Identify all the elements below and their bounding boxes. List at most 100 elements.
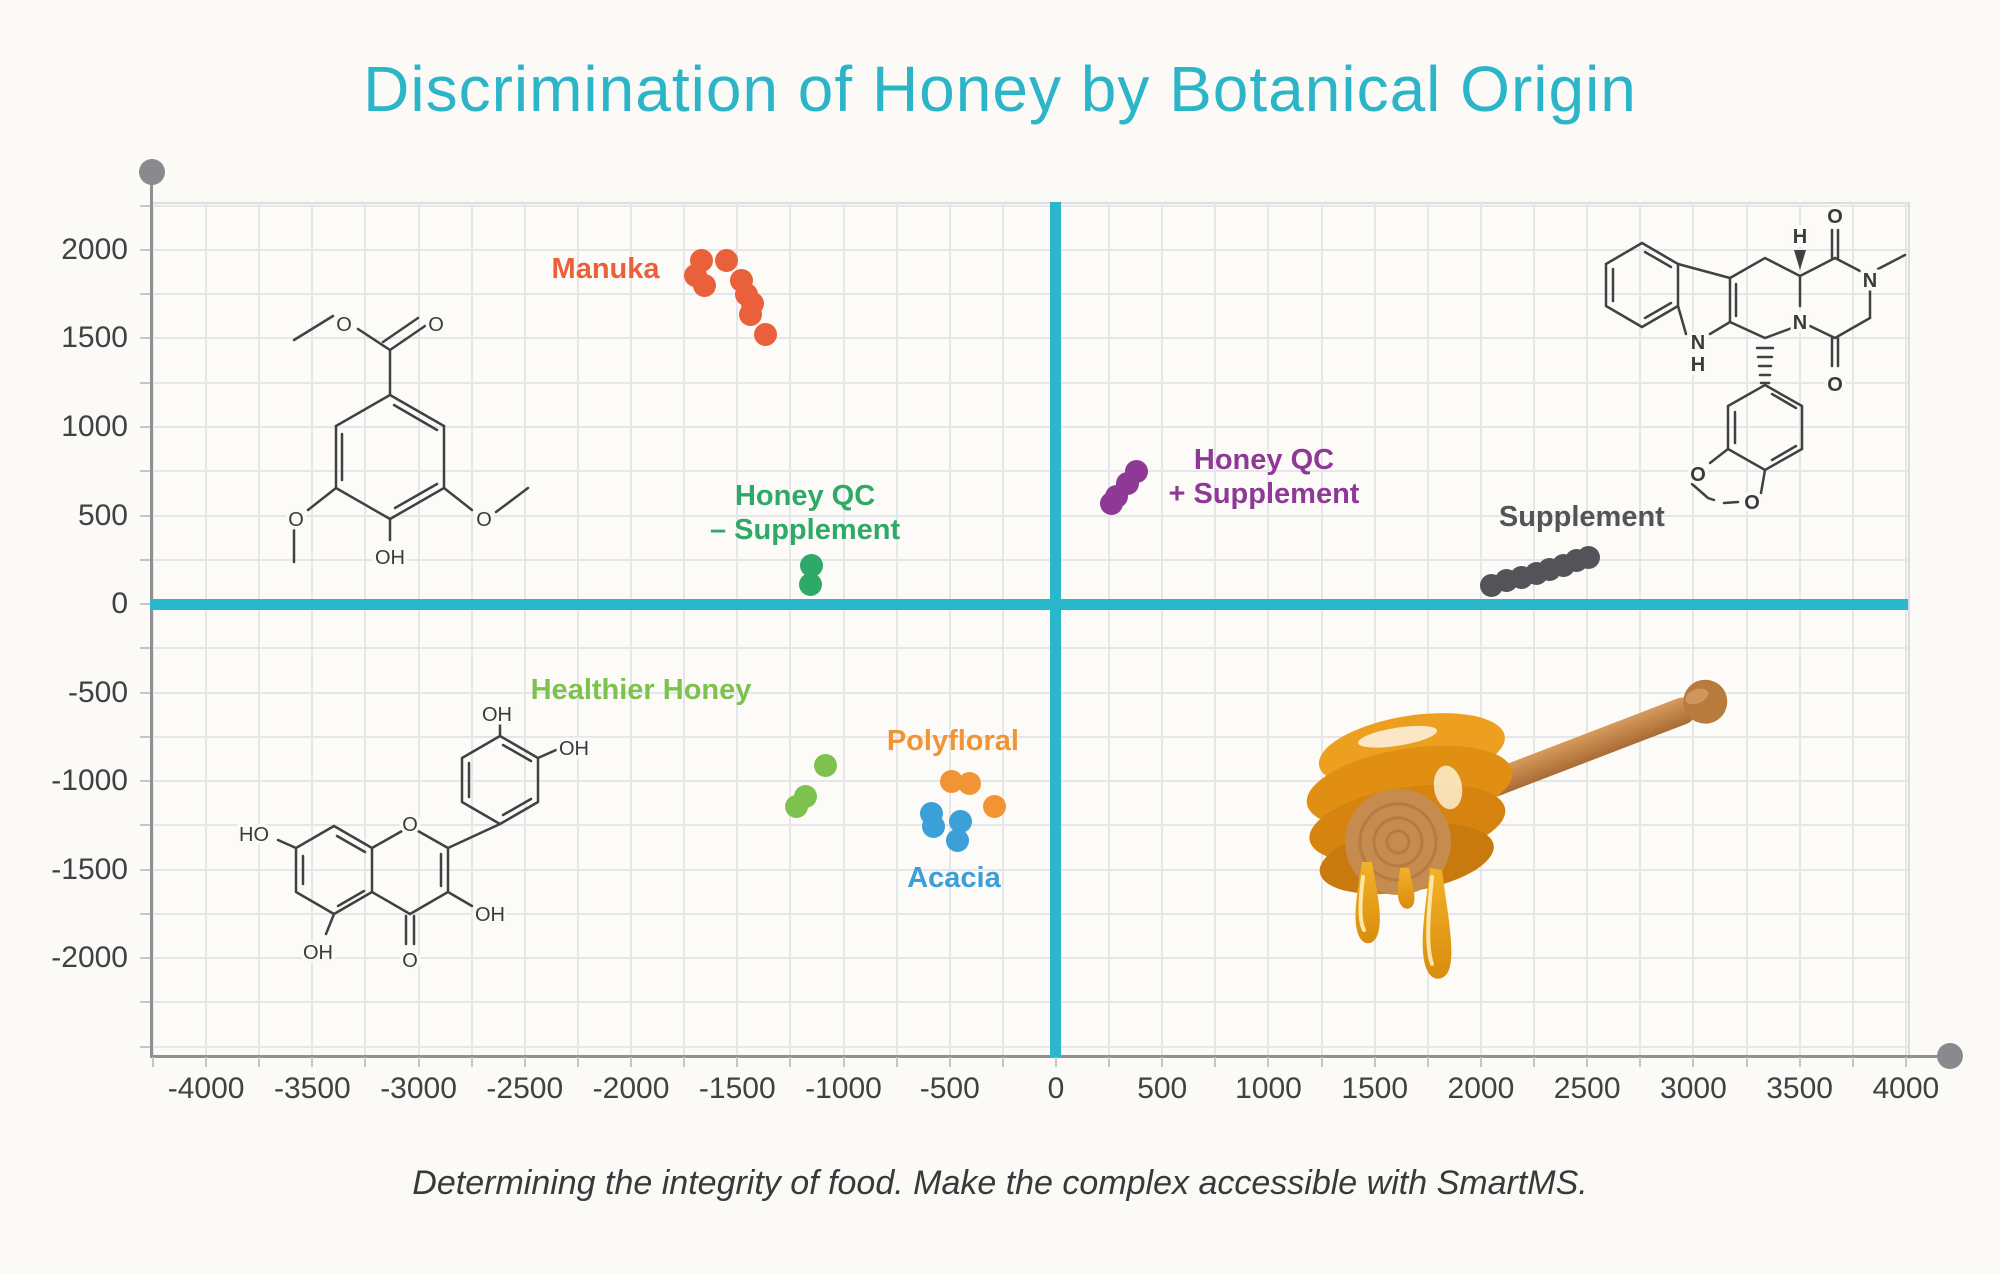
- x-tick-label: 1000: [1235, 1072, 1302, 1105]
- data-point-honey-qc-supplement: [1099, 492, 1123, 516]
- y-tick-label: -2000: [51, 941, 128, 975]
- gridline-vertical: [1586, 202, 1589, 1057]
- y-tick-label: -1000: [51, 764, 128, 798]
- x-tick-mark: [789, 1057, 792, 1067]
- gridline-vertical: [1798, 202, 1801, 1057]
- atom-label: N: [1793, 312, 1807, 334]
- atom-label: O: [1744, 492, 1760, 514]
- gridline-vertical: [1639, 202, 1642, 1057]
- data-point-manuka: [754, 323, 778, 347]
- y-tick-mark: [140, 337, 150, 340]
- x-tick-mark: [576, 1057, 579, 1067]
- atom-label: O: [402, 950, 418, 972]
- gridline-horizontal: [150, 957, 1908, 960]
- gridline-vertical: [1214, 202, 1217, 1057]
- gridline-vertical: [523, 202, 526, 1057]
- data-point-supplement: [1576, 545, 1600, 569]
- cluster-label-healthier-honey: Healthier Honey: [530, 673, 752, 706]
- x-tick-mark: [258, 1057, 261, 1067]
- gridline-horizontal: [150, 868, 1908, 871]
- x-tick-mark: [1745, 1057, 1748, 1067]
- gridline-vertical: [895, 202, 898, 1057]
- gridline-vertical: [258, 202, 261, 1057]
- gridline-horizontal: [150, 1001, 1908, 1004]
- x-tick-label: -3500: [273, 1072, 351, 1105]
- gridline-vertical: [1904, 202, 1907, 1057]
- gridline-vertical: [1267, 202, 1270, 1057]
- gridline-vertical: [364, 202, 367, 1057]
- y-tick-label: -500: [67, 675, 128, 709]
- x-tick-mark: [1851, 1057, 1854, 1067]
- y-tick-mark: [140, 470, 150, 473]
- data-point-manuka: [692, 273, 716, 297]
- zero-vertical-axis: [1050, 202, 1062, 1057]
- atom-label: O: [1827, 374, 1843, 396]
- y-tick-label: 1500: [61, 321, 128, 355]
- atom-label: O: [428, 314, 444, 336]
- x-tick-mark: [523, 1057, 526, 1067]
- y-tick-label: 2000: [61, 232, 128, 266]
- atom-label: OH: [559, 738, 589, 760]
- cluster-label-polyfloral: Polyfloral: [886, 724, 1019, 757]
- y-tick-label: 1000: [61, 409, 128, 443]
- x-tick-mark: [1479, 1057, 1482, 1067]
- x-tick-mark: [1108, 1057, 1111, 1067]
- x-tick-mark: [1533, 1057, 1536, 1067]
- y-tick-mark: [140, 1001, 150, 1004]
- gridline-horizontal: [150, 912, 1908, 915]
- x-tick-mark: [1001, 1057, 1004, 1067]
- x-tick-label: -3000: [380, 1072, 457, 1105]
- gridline-horizontal: [150, 691, 1908, 694]
- atom-label: O: [476, 509, 492, 531]
- x-tick-label: -500: [919, 1072, 980, 1105]
- x-tick-mark: [364, 1057, 367, 1067]
- gridline-vertical: [1851, 202, 1854, 1057]
- x-tick-mark: [1320, 1057, 1323, 1067]
- x-tick-mark: [1214, 1057, 1217, 1067]
- gridline-vertical: [948, 202, 951, 1057]
- atom-label: H: [1691, 354, 1705, 376]
- gridline-horizontal: [150, 425, 1908, 428]
- x-tick-mark: [1798, 1057, 1801, 1067]
- atom-label: H: [1793, 226, 1807, 248]
- gridline-horizontal: [150, 735, 1908, 738]
- zero-horizontal-axis: [150, 598, 1908, 610]
- y-tick-mark: [140, 647, 150, 650]
- x-axis-line: [150, 1055, 1950, 1058]
- gridline-vertical: [1001, 202, 1004, 1057]
- x-tick-mark: [151, 1057, 154, 1067]
- x-tick-mark: [1692, 1057, 1695, 1067]
- gridline-vertical: [683, 202, 686, 1057]
- x-tick-label: -4000: [167, 1072, 245, 1105]
- x-tick-label: 1500: [1341, 1072, 1409, 1105]
- x-tick-mark: [948, 1057, 951, 1067]
- x-tick-label: 3000: [1660, 1072, 1727, 1105]
- gridline-vertical: [789, 202, 792, 1057]
- gridline-vertical: [736, 202, 739, 1057]
- gridline-vertical: [1533, 202, 1536, 1057]
- gridline-vertical: [470, 202, 473, 1057]
- y-tick-mark: [140, 293, 150, 296]
- x-tick-label: 0: [1047, 1072, 1065, 1105]
- data-point-polyfloral: [958, 772, 982, 796]
- gridline-horizontal: [150, 514, 1908, 517]
- plot-area: [150, 202, 1910, 1059]
- x-tick-mark: [895, 1057, 898, 1067]
- y-tick-mark: [140, 204, 150, 207]
- y-tick-mark: [140, 558, 150, 561]
- data-point-healthier-honey: [785, 795, 809, 819]
- data-point-honey-qc-supplement: [800, 554, 824, 578]
- gridline-horizontal: [150, 470, 1908, 473]
- data-point-polyfloral: [940, 769, 964, 793]
- gridline-vertical: [1745, 202, 1748, 1057]
- cluster-label-acacia: Acacia: [907, 861, 1001, 894]
- data-point-acacia: [948, 810, 972, 834]
- atom-label: O: [402, 814, 418, 836]
- atom-label: N: [1691, 332, 1705, 354]
- gridline-horizontal: [150, 248, 1908, 251]
- x-axis-endpoint-dot: [1937, 1043, 1963, 1069]
- y-tick-mark: [140, 957, 150, 960]
- atom-label: OH: [482, 704, 512, 726]
